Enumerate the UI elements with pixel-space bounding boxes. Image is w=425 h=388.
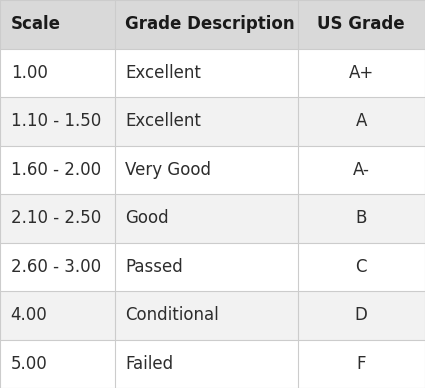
Text: US Grade: US Grade (317, 15, 405, 33)
Text: Scale: Scale (11, 15, 61, 33)
Bar (0, 194, 425, 242)
Bar (0, 340, 425, 388)
Bar (0, 291, 425, 340)
Text: Grade Description: Grade Description (125, 15, 295, 33)
Text: 1.10 - 1.50: 1.10 - 1.50 (11, 112, 101, 130)
Text: 1.60 - 2.00: 1.60 - 2.00 (11, 161, 101, 179)
Bar (0, 97, 425, 146)
Text: A-: A- (353, 161, 370, 179)
Text: Very Good: Very Good (125, 161, 211, 179)
Text: 5.00: 5.00 (11, 355, 47, 373)
Text: 4.00: 4.00 (11, 306, 47, 324)
Bar (0, 146, 425, 194)
Text: F: F (357, 355, 366, 373)
Text: 1.00: 1.00 (11, 64, 48, 82)
Text: A: A (356, 112, 367, 130)
Text: A+: A+ (348, 64, 374, 82)
Bar (0, 0, 425, 48)
Text: B: B (356, 209, 367, 227)
Text: D: D (355, 306, 368, 324)
Text: 2.60 - 3.00: 2.60 - 3.00 (11, 258, 101, 276)
Text: Good: Good (125, 209, 169, 227)
Text: Conditional: Conditional (125, 306, 219, 324)
Bar (0, 242, 425, 291)
Text: Excellent: Excellent (125, 64, 201, 82)
Bar (0, 48, 425, 97)
Text: 2.10 - 2.50: 2.10 - 2.50 (11, 209, 101, 227)
Text: C: C (355, 258, 367, 276)
Text: Passed: Passed (125, 258, 183, 276)
Text: Excellent: Excellent (125, 112, 201, 130)
Text: Failed: Failed (125, 355, 173, 373)
